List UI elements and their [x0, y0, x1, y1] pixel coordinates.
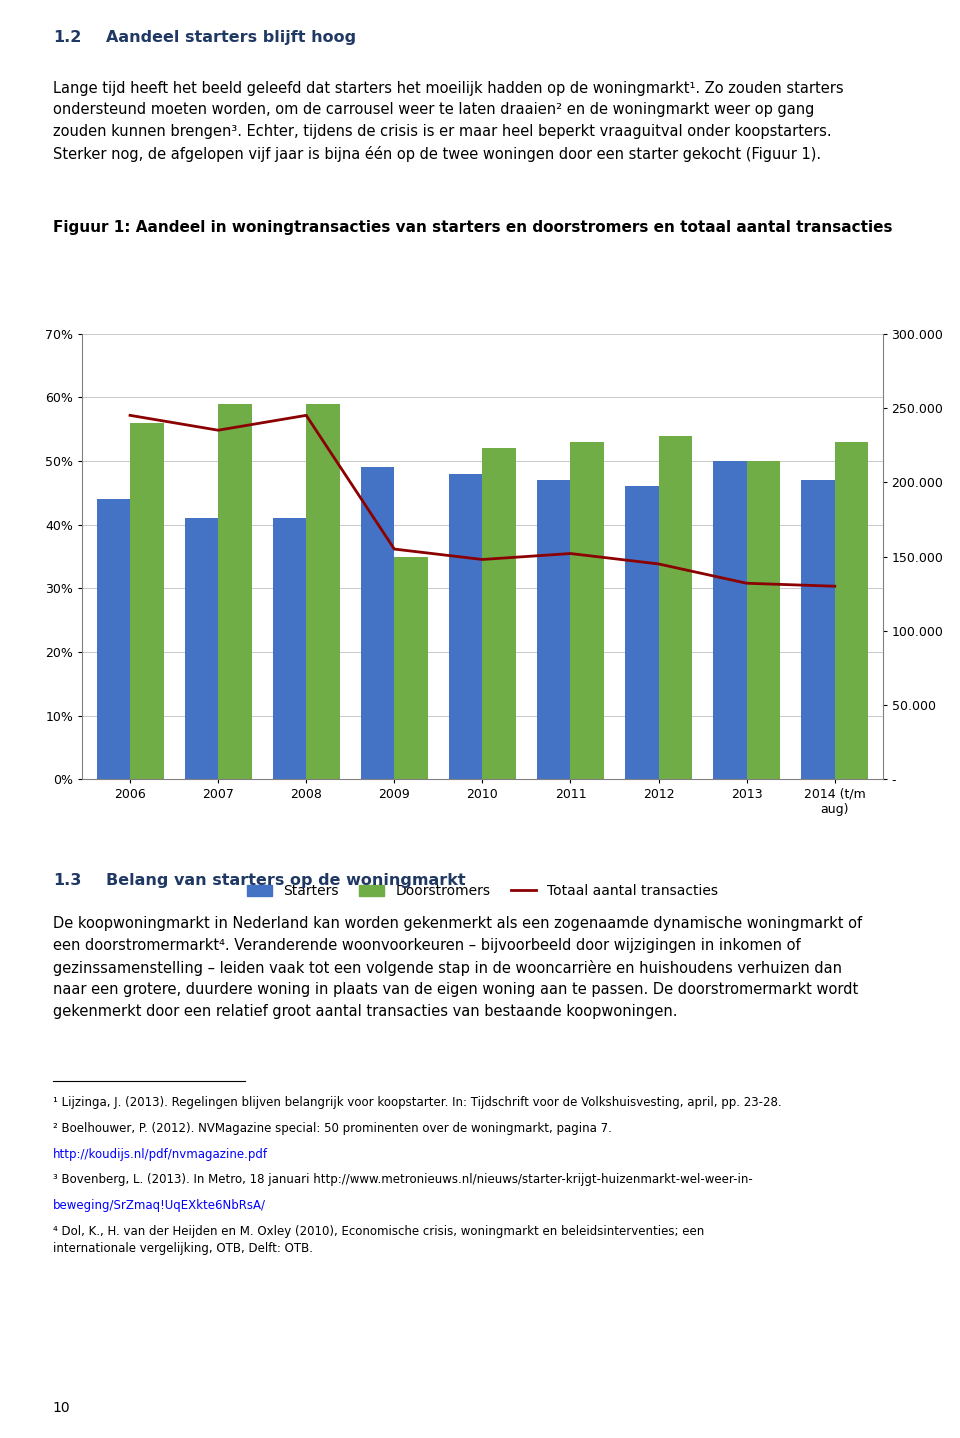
- Text: ¹ Lijzinga, J. (2013). Regelingen blijven belangrijk voor koopstarter. In: Tijds: ¹ Lijzinga, J. (2013). Regelingen blijve…: [53, 1096, 781, 1109]
- Text: ² Boelhouwer, P. (2012). NVMagazine special: 50 prominenten over de woningmarkt,: ² Boelhouwer, P. (2012). NVMagazine spec…: [53, 1122, 612, 1135]
- Bar: [625, 486, 659, 779]
- Text: De koopwoningmarkt in Nederland kan worden gekenmerkt als een zogenaamde dynamis: De koopwoningmarkt in Nederland kan word…: [53, 916, 862, 1020]
- Bar: [659, 436, 692, 779]
- Bar: [570, 441, 604, 779]
- Bar: [537, 480, 570, 779]
- Text: beweging/SrZmaq!UqEXkte6NbRsA/: beweging/SrZmaq!UqEXkte6NbRsA/: [53, 1199, 266, 1212]
- Text: Lange tijd heeft het beeld geleefd dat starters het moeilijk hadden op de woning: Lange tijd heeft het beeld geleefd dat s…: [53, 81, 844, 162]
- Text: ⁴ Dol, K., H. van der Heijden en M. Oxley (2010), Economische crisis, woningmark: ⁴ Dol, K., H. van der Heijden en M. Oxle…: [53, 1225, 704, 1255]
- Bar: [802, 480, 835, 779]
- Bar: [273, 518, 306, 779]
- Bar: [184, 518, 218, 779]
- Bar: [395, 557, 428, 779]
- Text: Belang van starters op de woningmarkt: Belang van starters op de woningmarkt: [106, 873, 466, 887]
- Legend: Starters, Doorstromers, Totaal aantal transacties: Starters, Doorstromers, Totaal aantal tr…: [247, 884, 718, 899]
- Bar: [747, 462, 780, 779]
- Bar: [835, 441, 868, 779]
- Bar: [361, 467, 395, 779]
- Bar: [449, 473, 482, 779]
- Text: http://koudijs.nl/pdf/nvmagazine.pdf: http://koudijs.nl/pdf/nvmagazine.pdf: [53, 1148, 268, 1160]
- Bar: [713, 462, 747, 779]
- Text: ³ Bovenberg, L. (2013). In Metro, 18 januari http://www.metronieuws.nl/nieuws/st: ³ Bovenberg, L. (2013). In Metro, 18 jan…: [53, 1173, 753, 1186]
- Bar: [306, 404, 340, 779]
- Bar: [482, 449, 516, 779]
- Bar: [130, 423, 163, 779]
- Text: 1.2: 1.2: [53, 30, 82, 45]
- Text: 1.3: 1.3: [53, 873, 82, 887]
- Text: 10: 10: [53, 1401, 70, 1415]
- Bar: [97, 499, 130, 779]
- Bar: [218, 404, 252, 779]
- Text: Figuur 1: Aandeel in woningtransacties van starters en doorstromers en totaal aa: Figuur 1: Aandeel in woningtransacties v…: [53, 220, 892, 234]
- Text: Aandeel starters blijft hoog: Aandeel starters blijft hoog: [106, 30, 356, 45]
